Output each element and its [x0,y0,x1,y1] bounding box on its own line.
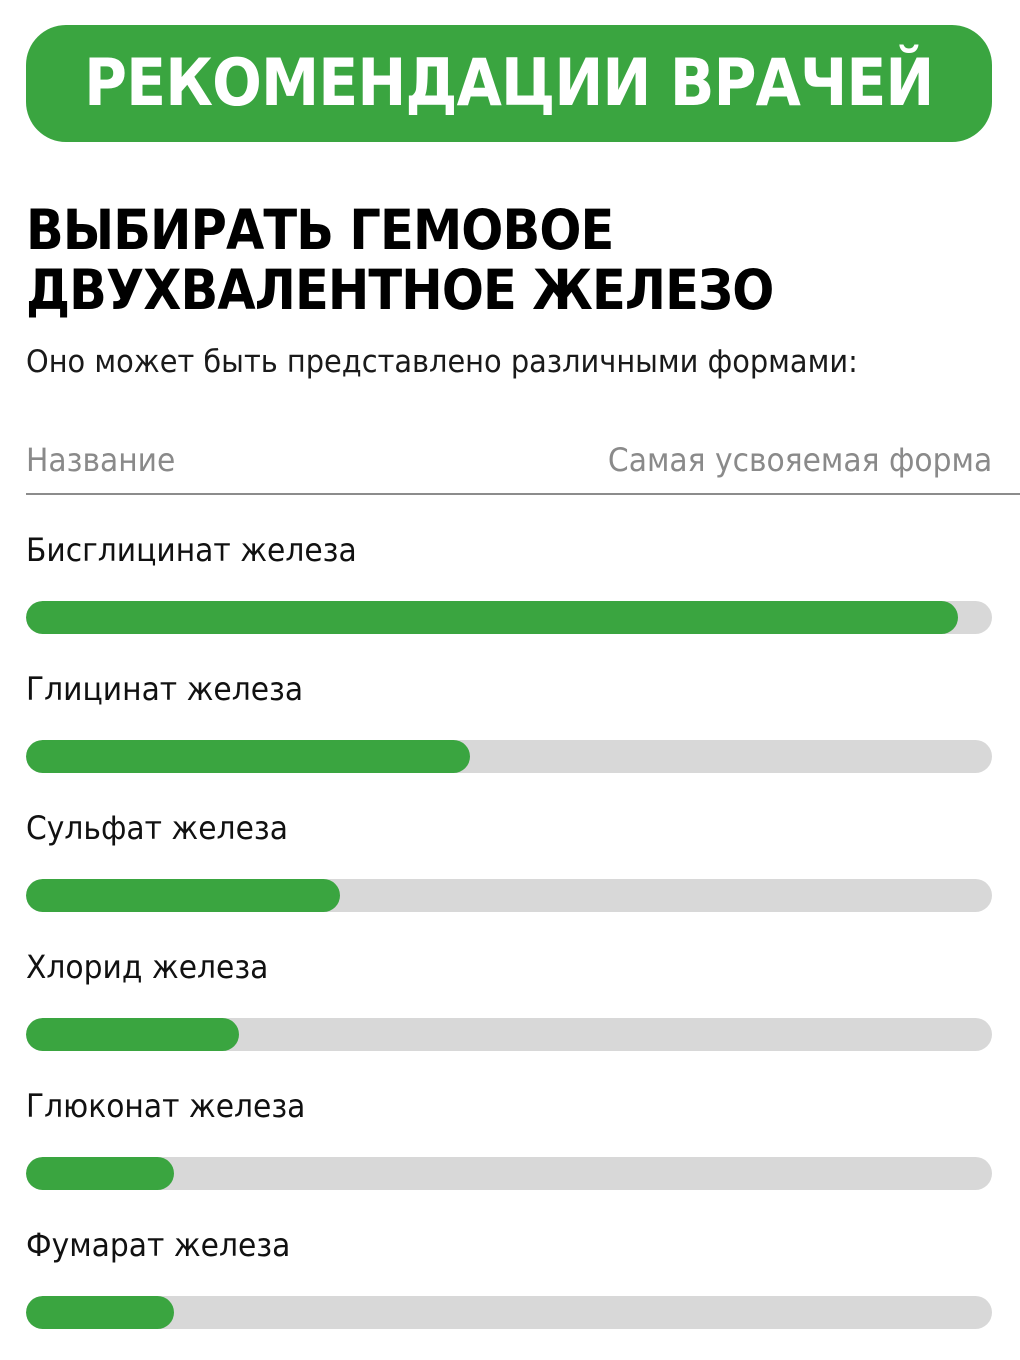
bar-fill [26,1157,174,1190]
bar-track [26,740,992,773]
chart-row: Фумарат железа [26,1220,992,1359]
bar-label: Хлорид железа [26,948,269,986]
absorption-bar-chart: Бисглицинат железа Глицинат железа Сульфат… [26,525,992,1359]
subtitle: Оно может быть представлено различными ф… [26,344,858,380]
bar-fill [26,1296,174,1329]
bar-track [26,1157,992,1190]
bar-track [26,1296,992,1329]
bar-track [26,1018,992,1051]
bar-label: Глицинат железа [26,670,304,708]
bar-label: Бисглицинат железа [26,531,357,569]
chart-row: Сульфат железа [26,803,992,942]
chart-row: Глицинат железа [26,664,992,803]
bar-fill [26,879,340,912]
column-header-absorption: Самая усвояемая форма [607,441,992,479]
bar-label: Фумарат железа [26,1226,291,1264]
page-title-line-2: ДВУХВАЛЕНТНОЕ ЖЕЛЕЗО [26,258,774,322]
bar-label: Глюконат железа [26,1087,306,1125]
header-banner: РЕКОМЕНДАЦИИ ВРАЧЕЙ [26,25,992,142]
column-header-name: Название [26,441,176,479]
header-divider [26,493,1020,495]
page-title: ВЫБИРАТЬ ГЕМОВОЕ ДВУХВАЛЕНТНОЕ ЖЕЛЕЗО [26,200,986,320]
bar-track [26,601,992,634]
banner-title: РЕКОМЕНДАЦИИ ВРАЧЕЙ [84,46,934,121]
chart-row: Хлорид железа [26,942,992,1081]
bar-fill [26,740,470,773]
bar-fill [26,601,958,634]
bar-fill [26,1018,239,1051]
bar-label: Сульфат железа [26,809,288,847]
bar-track [26,879,992,912]
chart-row: Бисглицинат железа [26,525,992,664]
chart-row: Глюконат железа [26,1081,992,1220]
page-title-line-1: ВЫБИРАТЬ ГЕМОВОЕ [26,198,614,262]
